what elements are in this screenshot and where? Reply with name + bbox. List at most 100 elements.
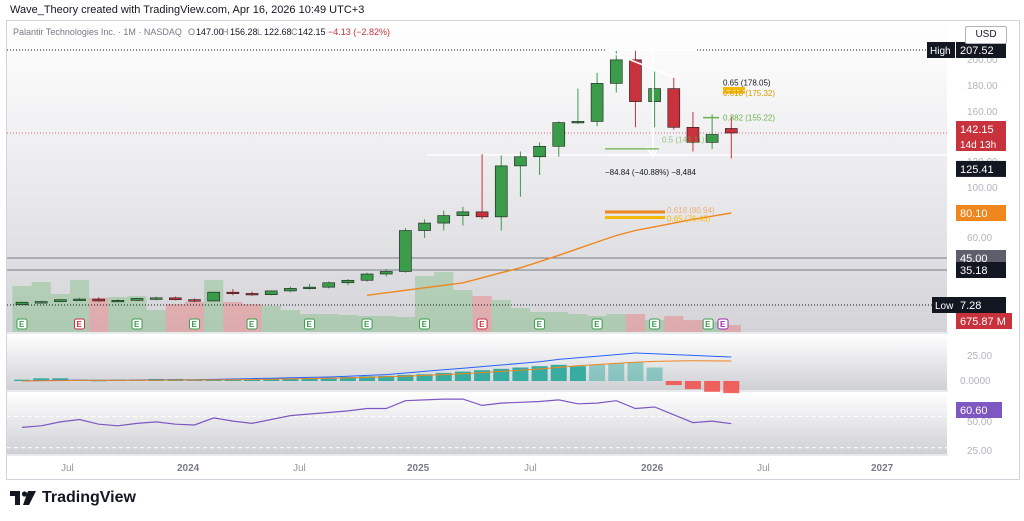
volume-bar [434,272,454,332]
volume-bar [223,302,243,332]
low-price-tag-bg [956,297,1006,313]
macd-hist-bar [359,376,376,381]
low-label-bg [932,297,956,313]
last-price-tag-bg [956,121,1006,137]
candle-body [475,211,489,218]
earnings-letter: E [134,320,140,329]
candle-body [226,291,240,294]
candle-body [399,230,412,272]
earnings-badge [419,318,431,330]
earnings-letter: E [537,320,543,329]
volume-bar [50,294,70,332]
candle-body [341,279,355,284]
legend-c-value: 142.15 [298,27,326,37]
candle-body [322,282,336,288]
macd-hist-bar [627,362,644,381]
macd-hist-bar [550,364,567,381]
macd-hist-bar [52,378,69,381]
candle-body [303,286,316,289]
macd-hist-bar [14,379,30,381]
candle-body [667,88,681,128]
legend-h-label: H [222,27,229,37]
earnings-badge [476,318,488,330]
time-tick: Jul [524,463,537,474]
volume-bar [146,310,166,332]
earnings-badge [649,318,661,330]
candle-body [724,128,738,134]
earnings-badge [246,318,258,330]
time-tick: 2025 [407,463,430,474]
volume-tag: 675.87 M [960,316,1006,328]
candle-body [207,291,220,302]
earnings-badge [591,318,603,330]
volume-bar [204,280,224,332]
chart-frame[interactable]: −84.84 (−40.88%) −8,484 0.65 (178.05) 0.61… [6,20,1020,480]
volume-bar [625,314,646,332]
volume-bar [721,325,741,332]
earnings-letter: E [705,320,711,329]
ma-value-tag: 80.10 [960,208,988,220]
fib-level-upper-2 [723,90,745,94]
legend: Palantir Technologies Inc. · 1M · NASDAQ… [13,27,390,37]
rsi-tick: 50.00 [967,417,992,428]
earnings-badge [131,318,143,330]
fib-level-upper-1 [723,87,745,91]
candle-body [686,126,700,143]
earnings-badge [74,318,86,330]
currency-button[interactable]: USD [965,26,1007,44]
candle-body [264,290,278,295]
fib-label-upper-2: 0.618 (175.32) [723,89,775,98]
volume-bar [338,315,358,332]
candle-body [533,145,546,158]
volume-bar [108,297,128,332]
candle-body [245,293,259,296]
candle-body [705,134,719,143]
time-tick: 2027 [871,463,894,474]
support-35-tag-bg [956,262,1006,278]
macd-hist-bar [378,375,395,381]
candle-body [54,299,67,302]
rsi-layer [7,398,947,449]
volume-bar [165,304,185,332]
legend-symbol: Palantir Technologies Inc. · 1M · NASDAQ [13,27,182,37]
macd-pane-bg [7,334,947,390]
earnings-badge-future [717,318,729,330]
candle-body [456,211,470,216]
price-tick: 200.00 [967,55,998,66]
legend-o-label: O [188,27,195,37]
countdown-bg [956,137,1006,151]
trend-line [604,49,680,80]
candle-body [73,298,86,301]
countdown-label: 14d 13h [960,140,996,151]
macd-layer [14,352,740,394]
time-tick: Jul [61,463,74,474]
legend-h-value: 156.28 [230,27,258,37]
volume-bar [280,310,300,332]
low-price-tag: 7.28 [960,300,981,312]
earnings-badge [534,318,546,330]
tradingview-logo-icon [10,491,36,505]
candle-body [514,156,527,167]
earnings-letter: E [307,320,313,329]
high-price-tag-bg [956,42,1006,58]
main-pane-bg [7,21,947,332]
macd-hist-bar [531,366,548,381]
last-price-tag: 142.15 [960,124,994,136]
legend-l-label: L [257,27,262,37]
macd-hist-bar [665,381,682,386]
measure-label: −84.84 (−40.88%) −8,484 [605,168,697,177]
signal-line [21,360,732,382]
volume-bar [261,306,281,332]
earnings-letter: E [594,320,600,329]
volume-bar [69,280,90,332]
macd-hist-bar [684,381,701,390]
fib-label-mid: 0.382 (155.22) [723,114,775,123]
price-tick: 60.00 [967,233,992,244]
volume-bar [414,276,435,332]
volume-bar [568,314,588,332]
candle-body [284,288,297,292]
macd-hist-bar [704,381,721,392]
macd-hist-bar [33,378,50,381]
